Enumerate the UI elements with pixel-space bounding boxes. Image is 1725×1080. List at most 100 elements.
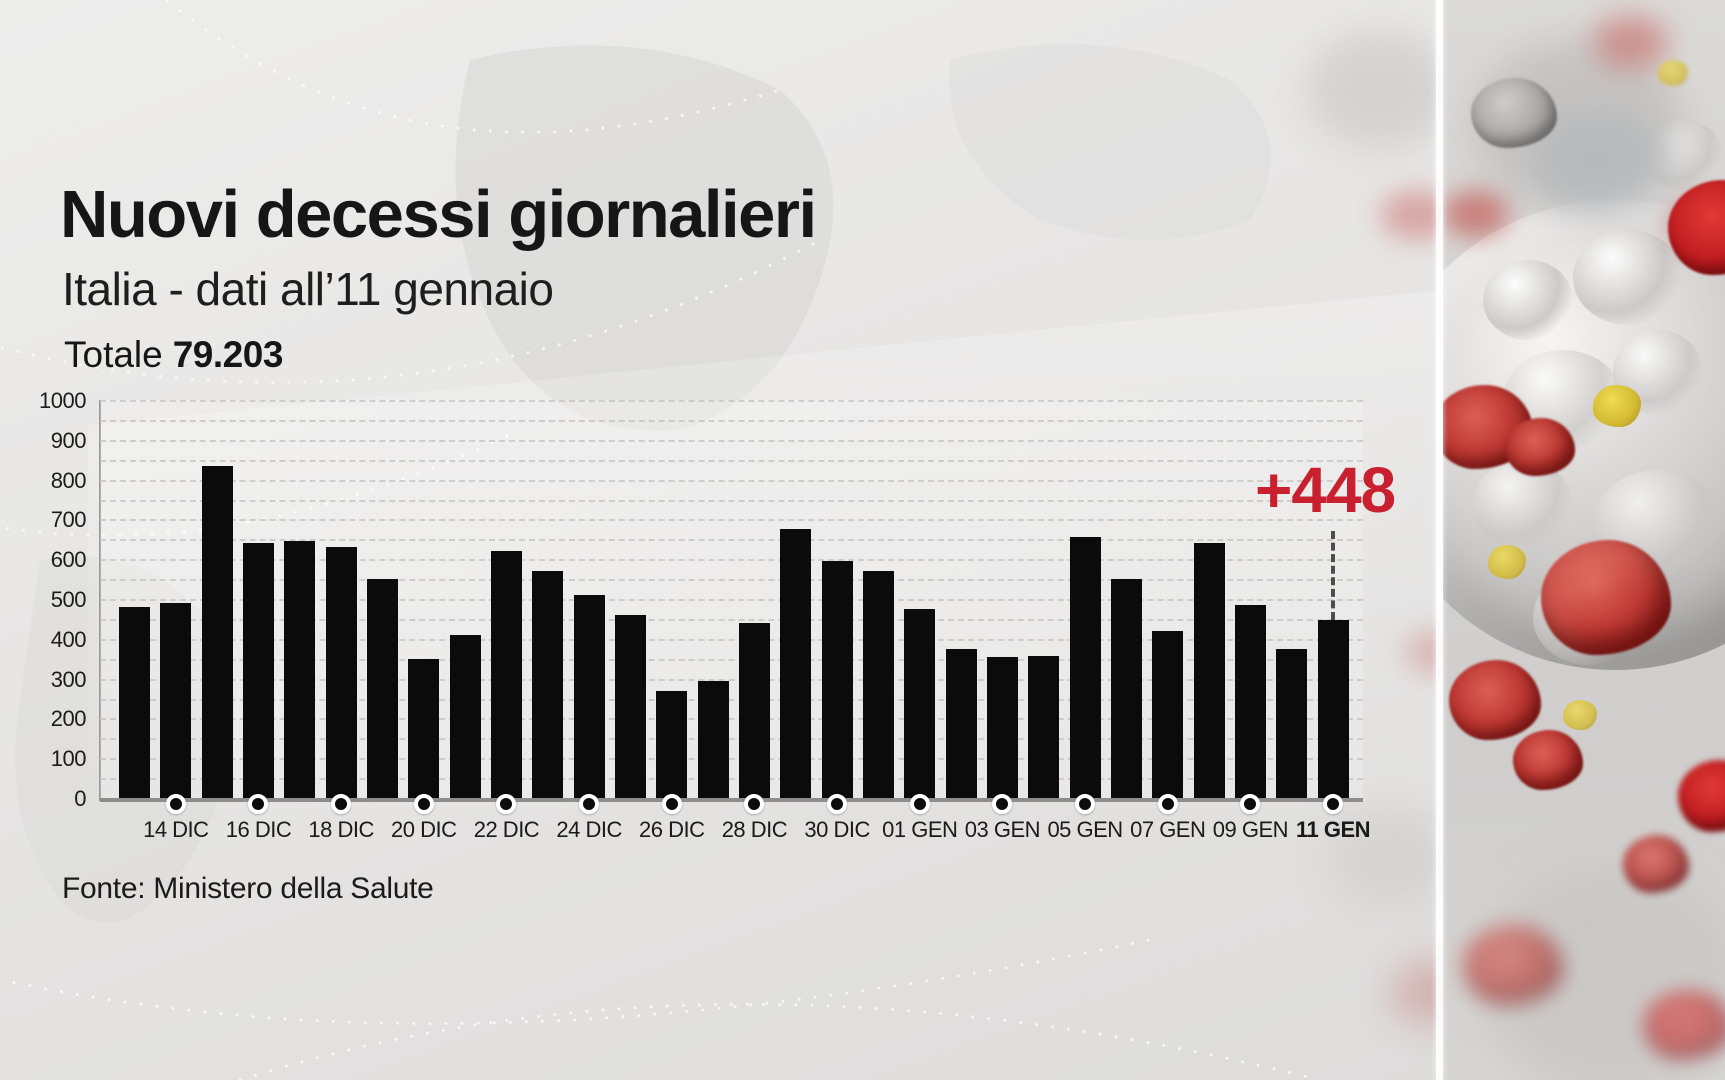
gridline (100, 559, 1363, 562)
bar (1069, 537, 1101, 798)
x-axis-label: 05 GEN (1047, 817, 1123, 842)
x-axis-label: 03 GEN (964, 817, 1041, 842)
virus-spike-gray (1471, 78, 1557, 148)
bar (490, 551, 522, 798)
bar (1152, 631, 1184, 798)
gridline (100, 698, 1363, 701)
gridline (100, 419, 1363, 422)
page-subtitle: Italia - dati all’11 gennaio (62, 263, 554, 315)
sphere-bump (1473, 460, 1573, 550)
x-axis-label: 24 DIC (556, 817, 622, 842)
axis-tick-dot (579, 794, 600, 814)
bar (656, 691, 688, 798)
gridline (100, 499, 1363, 502)
bar (325, 547, 357, 798)
axis-tick-dot (1240, 794, 1261, 814)
gridline (100, 599, 1363, 601)
bar (1193, 543, 1225, 798)
y-axis-label: 900 (50, 427, 87, 453)
virus-spike-red (1643, 990, 1725, 1060)
axis-tick-dot (248, 794, 269, 814)
gridline (100, 479, 1363, 482)
gridline (100, 738, 1363, 741)
x-axis-label: 01 GEN (882, 817, 958, 842)
bar (449, 635, 481, 798)
bar (408, 659, 440, 798)
bar (986, 657, 1018, 798)
blurred-virus-background (1443, 190, 1509, 238)
gridline (100, 658, 1363, 661)
total-label: Totale (64, 334, 163, 375)
bar (1276, 649, 1308, 798)
axis-tick-dot (496, 794, 517, 814)
gridline (100, 400, 1363, 402)
x-axis-line (100, 798, 1363, 802)
x-axis-label: 07 GEN (1130, 817, 1206, 842)
x-axis-label: 30 DIC (804, 817, 870, 842)
sphere-bump (1573, 230, 1683, 325)
axis-tick-dot (413, 794, 434, 814)
daily-change-annotation: +448 (1254, 454, 1396, 526)
sphere-bump (1483, 260, 1573, 340)
gridline (100, 618, 1363, 621)
x-axis-label: 16 DIC (225, 817, 292, 842)
axis-tick-dot (1323, 794, 1344, 814)
virus-bud-yellow (1563, 700, 1597, 730)
bar (284, 541, 316, 798)
y-axis-label: 200 (50, 706, 87, 732)
virus-spike-red (1541, 540, 1671, 655)
gridline (100, 439, 1363, 442)
x-axis-label: 09 GEN (1212, 817, 1289, 842)
virus-spike-red (1513, 730, 1583, 790)
bar (697, 681, 729, 798)
source-note: Fonte: Ministero della Salute (62, 872, 434, 905)
axis-tick-dot (1157, 794, 1178, 814)
bar (904, 609, 936, 798)
total-line: Totale 79.203 (64, 334, 283, 376)
page-title: Nuovi decessi giornalieri (60, 177, 817, 252)
y-axis-label: 700 (50, 507, 87, 533)
virus-bud-yellow (1593, 385, 1641, 427)
y-axis-label: 800 (50, 467, 87, 493)
total-value: 79.203 (172, 334, 284, 375)
axis-tick-dot (992, 794, 1013, 814)
bar (1234, 605, 1266, 798)
plot-area (100, 400, 1363, 798)
y-axis-label: 1000 (39, 388, 86, 413)
virus-spike-red (1623, 835, 1689, 893)
bar (614, 615, 646, 798)
bar (532, 571, 564, 798)
bar (573, 595, 605, 798)
virus-spike-red (1505, 418, 1575, 476)
bar (1317, 620, 1349, 798)
virus-photo-panel (1443, 0, 1725, 1080)
gridline (100, 579, 1363, 582)
virus-bud-yellow (1488, 545, 1526, 579)
axis-tick-dot (1075, 794, 1096, 814)
x-axis-label: 22 DIC (473, 817, 540, 842)
axis-tick-dot (331, 794, 352, 814)
gridline (100, 459, 1363, 462)
x-axis-label: 11 GEN (1296, 817, 1371, 842)
y-axis-label: 500 (50, 587, 87, 612)
y-axis-label: 300 (50, 666, 87, 692)
axis-tick-dot (909, 794, 930, 814)
bar (780, 529, 812, 798)
y-axis-label: 400 (50, 626, 87, 652)
axis-tick-dot (827, 794, 848, 814)
gridline (100, 778, 1363, 781)
bar (738, 623, 770, 798)
bar (119, 607, 150, 798)
x-axis-label: 18 DIC (308, 817, 374, 842)
blurred-virus-background (1533, 110, 1663, 210)
y-axis-label: 0 (74, 786, 86, 811)
blurred-virus-background (1593, 15, 1669, 69)
virus-bud-yellow (1658, 60, 1688, 86)
x-axis-label: 20 DIC (391, 817, 457, 842)
blurred-virus-ghost (1305, 30, 1455, 150)
y-axis-label: 100 (50, 746, 87, 772)
gridline (100, 638, 1363, 641)
virus-spike-red (1463, 925, 1563, 1005)
gridline (100, 758, 1363, 761)
